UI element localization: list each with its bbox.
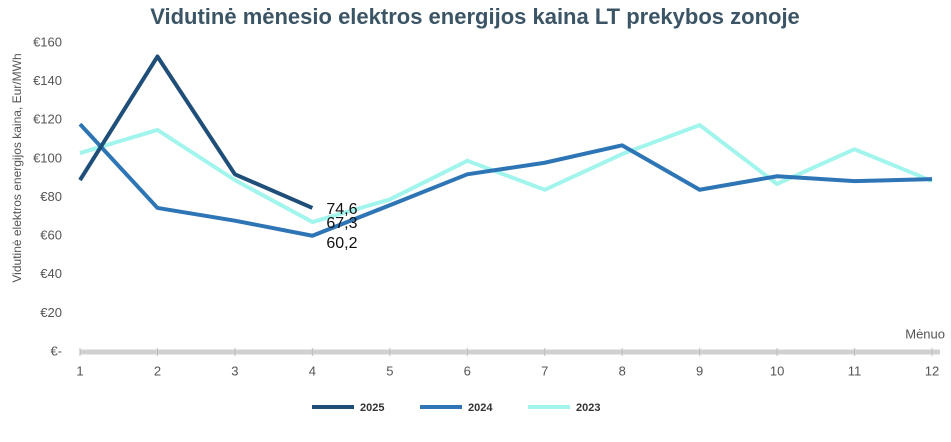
x-tick-label: 5 [386, 363, 393, 378]
x-tick-label: 8 [619, 363, 626, 378]
x-tick-label: 9 [696, 363, 703, 378]
x-tick-label: 11 [848, 363, 862, 378]
chart-title: Vidutinė mėnesio elektros energijos kain… [150, 4, 800, 29]
x-tick-label: 2 [154, 363, 161, 378]
series-line [78, 122, 933, 238]
value-label: 67,3 [326, 215, 357, 232]
y-tick-label: €- [50, 343, 62, 358]
value-label: 60,2 [326, 235, 357, 252]
x-tick-label: 4 [309, 363, 316, 378]
y-tick-label: €80 [40, 189, 62, 204]
series-line [79, 123, 933, 225]
x-tick-label: 6 [464, 363, 471, 378]
y-tick-label: €120 [33, 112, 62, 127]
x-tick-label: 10 [770, 363, 784, 378]
y-tick-label: €160 [33, 34, 62, 49]
x-axis-label: Mėnuo [905, 326, 945, 341]
y-axis-label: Vidutinė elektros energijos kaina, Eur/M… [10, 53, 24, 282]
y-tick-label: €140 [33, 73, 62, 88]
x-tick-label: 12 [925, 363, 939, 378]
y-tick-label: €40 [40, 266, 62, 281]
legend-label: 2025 [360, 402, 384, 414]
legend-label: 2023 [576, 402, 600, 414]
series-line [78, 54, 314, 210]
y-tick-label: €20 [40, 305, 62, 320]
x-tick-label: 1 [76, 363, 83, 378]
legend-label: 2024 [468, 402, 493, 414]
x-tick-label: 3 [231, 363, 238, 378]
x-tick-label: 7 [541, 363, 548, 378]
value-label: 74,6 [326, 201, 357, 218]
y-tick-label: €60 [40, 228, 62, 243]
y-tick-label: €100 [33, 150, 62, 165]
